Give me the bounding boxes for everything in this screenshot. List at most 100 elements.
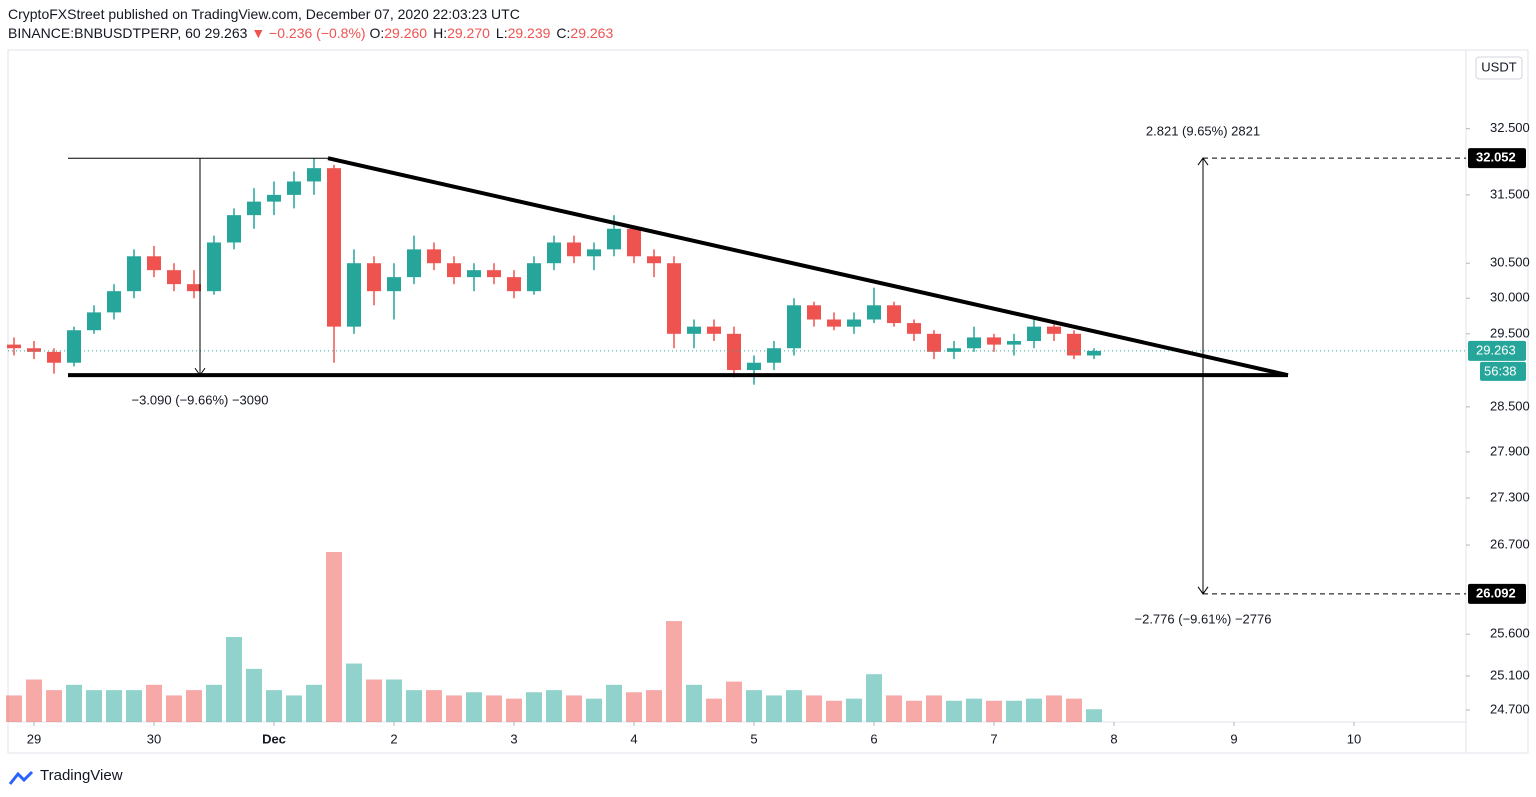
candle-body	[107, 291, 121, 313]
measure-label: −3.090 (−9.66%) −3090	[132, 393, 269, 408]
y-tick-label: 31.500	[1490, 186, 1530, 201]
candle-body	[847, 319, 861, 327]
volume-bar	[106, 690, 122, 722]
candle-body	[527, 263, 541, 292]
volume-bar	[406, 690, 422, 722]
candle-body	[187, 284, 201, 292]
candle-body	[547, 242, 561, 264]
ohlc-label: H:	[433, 25, 448, 41]
y-tick-label: 24.700	[1490, 701, 1530, 716]
candle-body	[647, 256, 661, 264]
volume-bar	[986, 700, 1002, 722]
logo	[8, 770, 34, 785]
x-tick-label: 7	[990, 731, 997, 746]
y-tick-label: 32.500	[1490, 120, 1530, 135]
candle-body	[67, 330, 81, 363]
candle-body	[347, 263, 361, 327]
volume-bar	[26, 679, 42, 722]
volume-bar	[466, 692, 482, 722]
currency-box[interactable]	[1475, 56, 1523, 80]
candle-body	[1067, 333, 1081, 356]
candle-body	[1007, 341, 1021, 345]
volume-bar	[786, 690, 802, 722]
candle-body	[1027, 326, 1041, 342]
x-tick-label: 10	[1347, 731, 1361, 746]
candle-body	[607, 228, 621, 250]
volume-bar	[926, 695, 942, 722]
measure-arrow	[194, 367, 206, 377]
volume-bar	[746, 690, 762, 722]
candle-body	[27, 348, 41, 352]
target-label: 32.052	[1476, 150, 1516, 165]
volume-bar	[766, 695, 782, 722]
candle-body	[227, 215, 241, 243]
volume-bar	[1006, 700, 1022, 722]
last: 29.263	[204, 25, 248, 41]
candle-body	[827, 319, 841, 327]
ohlc: O:29.260 H:29.270 L:29.239 C:29.263	[369, 25, 619, 41]
volume-bar	[1086, 709, 1102, 722]
candle-body	[867, 305, 881, 320]
volume-bar	[586, 698, 602, 722]
candle-body	[967, 337, 981, 349]
volume-bar	[686, 684, 702, 722]
volume-bar	[826, 700, 842, 722]
frame	[7, 49, 1529, 754]
candle-body	[1087, 350, 1101, 356]
countdown-tag	[1480, 361, 1526, 381]
volume-bar	[206, 684, 222, 722]
change: ▼ −0.236 (−0.8%)	[251, 25, 366, 41]
candle-body	[887, 305, 901, 324]
symbol: BINANCE:BNBUSDTPERP, 60	[8, 25, 201, 41]
candle-body	[487, 270, 501, 278]
volume-bar	[726, 681, 742, 722]
volume-bar	[486, 695, 502, 722]
volume-bar	[46, 690, 62, 722]
ohlc-value: 29.239	[507, 25, 551, 41]
volume-bar	[966, 698, 982, 722]
candle-body	[47, 351, 61, 363]
ohlc-label: O:	[369, 25, 385, 41]
candle-body	[787, 305, 801, 349]
publish-info: CryptoFXStreet published on TradingView.…	[8, 6, 520, 22]
candle-body	[267, 194, 281, 202]
candle-body	[407, 249, 421, 278]
candle-body	[747, 362, 761, 371]
candle-body	[707, 326, 721, 334]
candle-body	[387, 277, 401, 292]
volume-bar	[546, 690, 562, 722]
volume-bar	[86, 690, 102, 722]
volume-bar	[566, 695, 582, 722]
measure-label: −2.776 (−9.61%) −2776	[1135, 611, 1272, 626]
volume-bar	[6, 695, 22, 722]
ohlc-value: 29.260	[384, 25, 428, 41]
candle-body	[7, 344, 21, 349]
measure-label: 2.821 (9.65%) 2821	[1146, 124, 1260, 139]
volume-bar	[346, 663, 362, 722]
x-tick-label: 2	[390, 731, 397, 746]
y-tick-label: 26.700	[1490, 536, 1530, 551]
candle-body	[907, 323, 921, 334]
candle-body	[947, 348, 961, 352]
candle-body	[667, 263, 681, 334]
volume-bar	[226, 637, 242, 722]
candle-body	[927, 333, 941, 352]
x-tick-label: 9	[1230, 731, 1237, 746]
brand: TradingView	[40, 767, 123, 784]
volume-bar	[1026, 698, 1042, 722]
volume-bar	[146, 684, 162, 722]
target-label: 26.092	[1476, 585, 1516, 600]
volume-bar	[646, 690, 662, 722]
volume-bar	[506, 698, 522, 722]
ohlc-value: 29.263	[570, 25, 614, 41]
currency: USDT	[1481, 59, 1516, 74]
x-tick-label: 29	[27, 731, 41, 746]
x-tick-label: 5	[750, 731, 757, 746]
x-tick-label: Dec	[262, 731, 286, 746]
candle-body	[87, 312, 101, 331]
y-tick-label: 30.500	[1490, 255, 1530, 270]
y-tick-label: 27.900	[1490, 443, 1530, 458]
candle-body	[627, 228, 641, 257]
volume-bar	[126, 690, 142, 722]
